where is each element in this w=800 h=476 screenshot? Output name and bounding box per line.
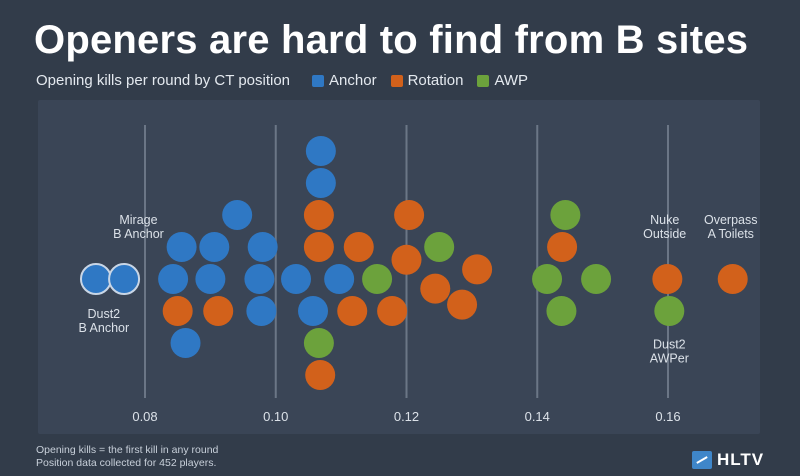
legend-swatch-awp (477, 74, 490, 87)
data-point-anchor (195, 264, 226, 294)
point-annotation: Overpass A Toilets (704, 213, 758, 241)
footnote-line-1: Opening kills = the first kill in any ro… (36, 444, 219, 456)
hltv-logo-icon (692, 451, 712, 469)
data-point-awp (303, 328, 334, 358)
data-point-rotation (337, 296, 368, 326)
legend-label-anchor: Anchor (329, 72, 377, 89)
page-title: Openers are hard to find from B sites (34, 18, 749, 62)
data-point-rotation (162, 296, 193, 326)
annotation-line: Mirage (119, 213, 157, 227)
x-tick-label: 0.10 (263, 409, 288, 424)
data-point-highlight (108, 263, 141, 295)
data-point-anchor (158, 264, 189, 294)
data-point-awp (581, 264, 612, 294)
data-point-awp (532, 264, 563, 294)
x-tick-label: 0.14 (525, 409, 550, 424)
annotation-line: Overpass (704, 213, 758, 227)
data-point-anchor (199, 232, 230, 262)
annotation-line: Dust2 (653, 338, 686, 352)
chart-subtitle: Opening kills per round by CT position (36, 72, 291, 89)
point-annotation: Dust2 AWPer (650, 338, 689, 366)
data-point-awp (546, 296, 577, 326)
x-tick-label: 0.16 (655, 409, 680, 424)
data-point-rotation (652, 264, 683, 294)
data-point-anchor (166, 232, 197, 262)
legend-label-rotation: Rotation (407, 72, 464, 89)
data-point-awp (550, 200, 581, 230)
x-tick-label: 0.08 (132, 409, 157, 424)
hltv-logo-text: HLTV (717, 450, 765, 469)
data-point-anchor (298, 296, 329, 326)
data-point-rotation (305, 360, 336, 390)
subtitle-row: Opening kills per round by CT position A… (36, 72, 542, 89)
data-point-anchor (222, 200, 253, 230)
point-annotation: Nuke Outside (643, 213, 686, 241)
legend-item-awp: AWP (477, 72, 528, 89)
legend-swatch-rotation (390, 74, 403, 87)
data-point-rotation (343, 232, 374, 262)
hltv-logo: HLTV (692, 450, 764, 470)
data-point-anchor (305, 168, 336, 198)
point-annotation: Mirage B Anchor (113, 213, 164, 241)
data-point-rotation (303, 200, 334, 230)
data-point-highlight (79, 263, 112, 295)
data-point-awp (654, 296, 685, 326)
chart-legend: Anchor Rotation AWP (312, 72, 542, 89)
data-point-rotation (547, 232, 578, 262)
footnote-line-2: Position data collected for 452 players. (36, 457, 217, 469)
data-point-anchor (247, 232, 278, 262)
data-point-rotation (203, 296, 234, 326)
data-point-rotation (462, 254, 493, 285)
annotation-line: Outside (643, 227, 686, 241)
annotation-line: A Toilets (708, 227, 754, 241)
x-tick-label: 0.12 (394, 409, 419, 424)
annotation-line: B Anchor (78, 321, 129, 335)
annotation-line: Nuke (650, 213, 679, 227)
data-point-rotation (717, 264, 748, 294)
legend-swatch-anchor (312, 74, 325, 87)
annotation-line: AWPer (650, 352, 689, 366)
data-point-rotation (391, 244, 422, 275)
data-point-rotation (377, 296, 408, 326)
point-annotation: Dust2 B Anchor (78, 307, 129, 335)
data-point-rotation (420, 273, 451, 304)
data-point-anchor (305, 136, 336, 166)
data-point-rotation (394, 200, 425, 230)
data-point-awp (424, 232, 455, 262)
data-point-anchor (246, 296, 277, 326)
legend-item-anchor: Anchor (312, 72, 377, 89)
annotation-line: Dust2 (87, 307, 120, 321)
legend-label-awp: AWP (494, 72, 529, 89)
data-point-anchor (324, 264, 355, 294)
data-point-anchor (170, 328, 201, 358)
footnote: Opening kills = the first kill in any ro… (36, 444, 218, 470)
data-point-awp (362, 264, 393, 294)
annotation-line: B Anchor (113, 227, 164, 241)
data-point-rotation (447, 289, 478, 320)
legend-item-rotation: Rotation (390, 72, 464, 89)
data-point-anchor (281, 264, 312, 294)
data-point-anchor (244, 264, 275, 294)
data-point-rotation (303, 232, 334, 262)
